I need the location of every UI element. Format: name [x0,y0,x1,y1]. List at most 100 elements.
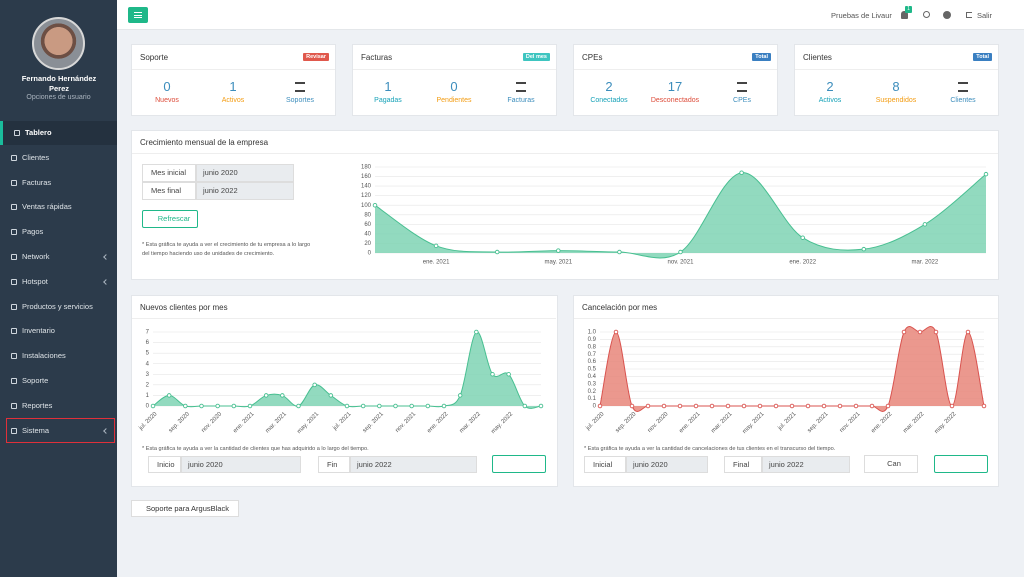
field-value[interactable]: junio 2020 [181,456,301,473]
sidebar: Fernando Hernández Perez Opciones de usua… [0,0,117,577]
menu-icon [11,427,17,434]
menu-icon [11,303,17,310]
menu-icon [11,204,17,211]
field-label: Inicial [584,456,626,473]
stat-label[interactable]: Suspendidos [875,97,917,104]
menu-label: Network [22,252,50,261]
menu-item[interactable]: Hotspot [0,270,117,294]
stat-label[interactable]: Pagadas [374,97,402,104]
highlight-box [6,417,115,443]
field-value[interactable]: junio 2022 [196,182,294,200]
stat-value: 17 [667,79,683,94]
stat-card: CPEs Total 2 Conectados 17 Desconectados CPEs [573,44,778,116]
panel-divider [132,153,998,154]
field-value[interactable]: junio 2020 [196,164,294,182]
menu-button[interactable] [128,7,148,23]
logout-icon[interactable] [966,12,972,18]
field-label: Mes inicial [142,164,196,182]
card-divider [353,69,556,70]
menu-item[interactable]: Network [0,245,117,269]
menu-item[interactable]: Ventas rápidas [0,195,117,219]
card-badge: Del mes [522,53,550,61]
stat-label[interactable]: Nuevos [155,97,179,104]
note: * Esta gráfica te ayuda a ver el crecimi… [142,242,311,257]
cancel-panel: Cancelación por mes * Esta gráfica te ayu… [573,295,999,487]
menu-label: Instalaciones [22,351,66,361]
card-divider [132,69,335,70]
field-label: Mes final [142,182,196,200]
panel-divider [132,318,556,319]
stat-label[interactable]: Activos [221,97,245,104]
user-options[interactable]: Opciones de usuario [26,94,91,101]
stat-value: 0 [450,79,458,94]
stat-label[interactable]: Desconectados [650,97,700,104]
support-button[interactable]: Soporte para ArgusBlack [131,500,239,517]
account-name[interactable]: Pruebas de Livaur [831,11,892,20]
stat-label[interactable]: Conectados [590,97,628,104]
menu-chevron [103,278,109,285]
field-value[interactable]: junio 2022 [350,456,477,473]
menu-icon [11,278,17,285]
clients-panel: Nuevos clientes por mes * Esta gráfica te… [131,295,558,487]
menu-button-bar [134,17,142,18]
refresh-button[interactable]: Refrescar [142,210,198,228]
logout-link[interactable]: Salir [977,11,993,20]
link-icon [737,82,747,92]
card-divider [795,69,998,70]
cancel-button[interactable]: Can [864,455,918,473]
panel-divider [574,318,998,319]
card-badge: Revisar [303,53,329,61]
refresh-button[interactable] [492,455,546,473]
menu-label: Soporte [22,376,49,385]
card-title: CPEs [582,53,603,62]
stat-label[interactable]: Activos [818,97,842,104]
menu-item[interactable]: Reportes [0,394,117,418]
note: * Esta gráfica te ayuda a ver la cantida… [142,446,369,452]
menu-label: Reportes [22,400,53,410]
menu-item[interactable]: Tablero [0,121,117,145]
stat-value: 2 [826,79,834,94]
topbar: Pruebas de Livaur 1 Salir [117,0,1024,30]
stat-link[interactable]: Soportes [285,97,315,104]
bell-icon[interactable] [901,11,908,19]
card-title: Clientes [803,53,832,62]
card-badge: Total [973,53,992,61]
menu-item[interactable]: Sistema [0,417,117,443]
menu-label: Sistema [22,425,50,435]
menu-item[interactable]: Productos y servicios [0,295,117,319]
card-title: Facturas [361,53,393,62]
field-value[interactable]: junio 2022 [762,456,850,473]
stat-label[interactable]: Pendientes [436,97,472,104]
menu-item[interactable]: Facturas [0,171,117,195]
menu-label: Ventas rápidas [22,202,72,212]
menu-item[interactable]: Inventario [0,319,117,343]
panel-title: Nuevos clientes por mes [140,303,228,312]
stat-link[interactable]: Facturas [507,97,535,104]
user-name: Fernando Hernández Perez [21,74,97,93]
stat-link[interactable]: CPEs [733,97,751,104]
stat-value: 0 [163,79,171,94]
menu-label: Tablero [25,128,52,137]
card-divider [574,69,777,70]
stat-value: 8 [892,79,900,94]
link-icon [958,82,968,92]
menu-item[interactable]: Clientes [0,146,117,170]
menu-item[interactable]: Pagos [0,220,117,244]
menu-item[interactable]: Instalaciones [0,344,117,368]
stat-link[interactable]: Clientes [950,97,976,104]
growth-panel: Crecimiento mensual de la empresa Mes ini… [131,130,999,280]
menu-label: Pagos [22,227,44,237]
avatar [32,17,85,70]
menu-item[interactable]: Soporte [0,369,117,393]
settings-icon[interactable] [923,11,930,18]
panel-title: Crecimiento mensual de la empresa [140,138,269,147]
menu-icon [11,402,17,409]
help-icon[interactable] [943,11,951,19]
stat-card: Clientes Total 2 Activos 8 Suspendidos Cliente… [794,44,999,116]
note: * Esta gráfica te ayuda a ver la cantida… [584,446,836,452]
link-icon [295,82,305,92]
refresh-button[interactable] [934,455,988,473]
stat-card: Soporte Revisar 0 Nuevos 1 Activos Soportes [131,44,336,116]
field-value[interactable]: junio 2020 [626,456,708,473]
